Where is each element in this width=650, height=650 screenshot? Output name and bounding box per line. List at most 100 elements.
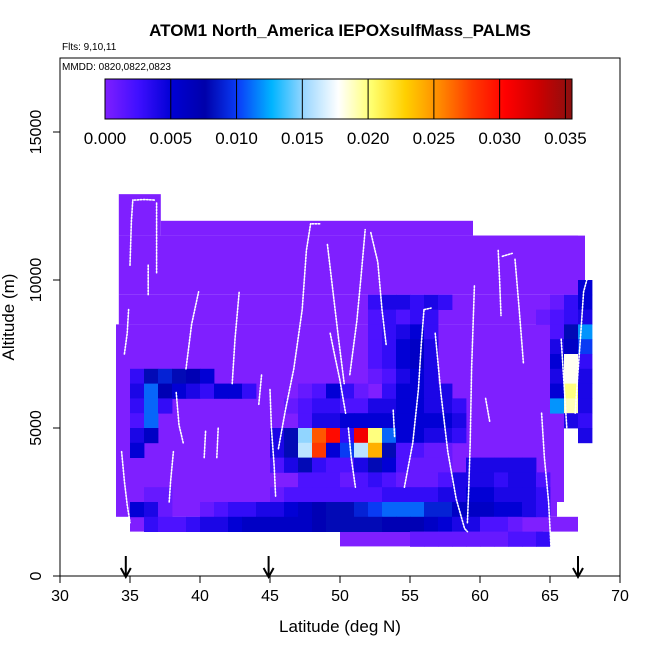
heatmap-cell bbox=[396, 413, 411, 429]
heatmap-cell bbox=[382, 354, 397, 370]
heatmap-cell bbox=[508, 487, 523, 503]
axes: 30 35 40 45 50 55 60 65 70 0 5000 10000 15000 bbox=[28, 110, 629, 605]
heatmap-cell bbox=[172, 383, 187, 399]
flight-track bbox=[277, 223, 312, 450]
heatmap-cell bbox=[144, 428, 159, 444]
heatmap-cell bbox=[270, 487, 285, 503]
heatmap-cell bbox=[564, 354, 579, 370]
heatmap-cell bbox=[480, 457, 495, 473]
heatmap-cell bbox=[578, 413, 593, 429]
heatmap-region bbox=[118, 235, 586, 295]
heatmap-cell bbox=[130, 368, 145, 384]
heatmap-cell bbox=[130, 398, 145, 414]
colorbar-ticks: 0.000 0.005 0.010 0.015 0.020 0.025 0.030 0.035 bbox=[84, 79, 587, 148]
colorbar-tick-label: 0.030 bbox=[478, 129, 521, 148]
heatmap-cell bbox=[382, 309, 397, 325]
heatmap-cell bbox=[340, 442, 355, 458]
heatmap-cell bbox=[200, 368, 215, 384]
heatmap-cell bbox=[424, 294, 439, 310]
flight-track bbox=[497, 249, 502, 317]
x-tick-label: 45 bbox=[261, 588, 279, 605]
heatmap-cell bbox=[144, 413, 159, 429]
heatmap-cell bbox=[410, 516, 425, 532]
heatmap-cell bbox=[340, 398, 355, 414]
y-tick-label: 5000 bbox=[28, 410, 45, 446]
heatmap-cell bbox=[242, 383, 257, 399]
heatmap-cell bbox=[550, 309, 565, 325]
heatmap-cell bbox=[452, 428, 467, 444]
heatmap-cell bbox=[410, 354, 425, 370]
heatmap-cell bbox=[410, 294, 425, 310]
heatmap-cell bbox=[494, 457, 509, 473]
heatmap-cell bbox=[312, 502, 327, 518]
heatmap-cell bbox=[396, 354, 411, 370]
heatmap-cell bbox=[480, 531, 495, 547]
heatmap-cell bbox=[298, 442, 313, 458]
flight-markers bbox=[119, 556, 584, 580]
heatmap-cell bbox=[382, 472, 397, 488]
heatmap-cell bbox=[438, 531, 453, 547]
heatmap-region bbox=[160, 220, 474, 236]
heatmap-cell bbox=[284, 442, 299, 458]
heatmap-cell bbox=[480, 472, 495, 488]
heatmap-cell bbox=[186, 383, 201, 399]
heatmap-cell bbox=[480, 487, 495, 503]
heatmap-cell bbox=[396, 383, 411, 399]
heatmap-cell bbox=[564, 368, 579, 384]
heatmap-cell bbox=[298, 413, 313, 429]
flight-track bbox=[560, 338, 577, 503]
heatmap-cell bbox=[144, 516, 159, 532]
heatmap-cell bbox=[312, 413, 327, 429]
heatmap-cell bbox=[214, 516, 229, 532]
heatmap-cell bbox=[144, 383, 159, 399]
heatmap-cell bbox=[410, 487, 425, 503]
heatmap-cell bbox=[578, 383, 593, 399]
heatmap-cell bbox=[284, 502, 299, 518]
heatmap-cell bbox=[424, 472, 439, 488]
heatmap-cell bbox=[396, 368, 411, 384]
heatmap-cell bbox=[508, 457, 523, 473]
heatmap-cell bbox=[396, 457, 411, 473]
heatmap-cell bbox=[186, 516, 201, 532]
flight-marker-arrow bbox=[119, 556, 132, 580]
heatmap-cell bbox=[256, 516, 271, 532]
heatmap-cell bbox=[214, 502, 229, 518]
heatmap-cell bbox=[326, 442, 341, 458]
heatmap-cell bbox=[158, 368, 173, 384]
heatmap-cell bbox=[326, 383, 341, 399]
heatmap-cell bbox=[508, 531, 523, 547]
heatmap-cell bbox=[382, 442, 397, 458]
heatmap-cell bbox=[494, 472, 509, 488]
heatmap-cell bbox=[494, 487, 509, 503]
heatmap-cell bbox=[578, 398, 593, 414]
heatmap-cell bbox=[368, 502, 383, 518]
flight-track bbox=[257, 373, 263, 406]
heatmap-cell bbox=[522, 502, 537, 518]
heatmap-cell bbox=[354, 457, 369, 473]
x-axis-label: Latitude (deg N) bbox=[279, 617, 401, 636]
heatmap-cell bbox=[298, 398, 313, 414]
x-tick-label: 50 bbox=[331, 588, 349, 605]
heatmap-cell bbox=[382, 383, 397, 399]
heatmap-cell bbox=[312, 472, 327, 488]
heatmap-cell bbox=[312, 398, 327, 414]
heatmap-cell bbox=[410, 324, 425, 340]
heatmap-cell bbox=[298, 457, 313, 473]
heatmap-cell bbox=[438, 487, 453, 503]
heatmap-cell bbox=[200, 383, 215, 399]
y-tick-label: 0 bbox=[28, 571, 45, 580]
heatmap-cell bbox=[452, 516, 467, 532]
heatmap-cell bbox=[396, 487, 411, 503]
flight-track bbox=[269, 388, 277, 497]
heatmap-cell bbox=[340, 487, 355, 503]
heatmap-cell bbox=[382, 294, 397, 310]
heatmap-cell bbox=[494, 516, 509, 532]
heatmap-cell bbox=[424, 428, 439, 444]
heatmap-cell bbox=[312, 487, 327, 503]
heatmap-cell bbox=[396, 339, 411, 355]
y-tick-label: 15000 bbox=[28, 110, 45, 155]
heatmap-cell bbox=[298, 472, 313, 488]
heatmap-cell bbox=[130, 502, 145, 518]
heatmap-cell bbox=[354, 487, 369, 503]
